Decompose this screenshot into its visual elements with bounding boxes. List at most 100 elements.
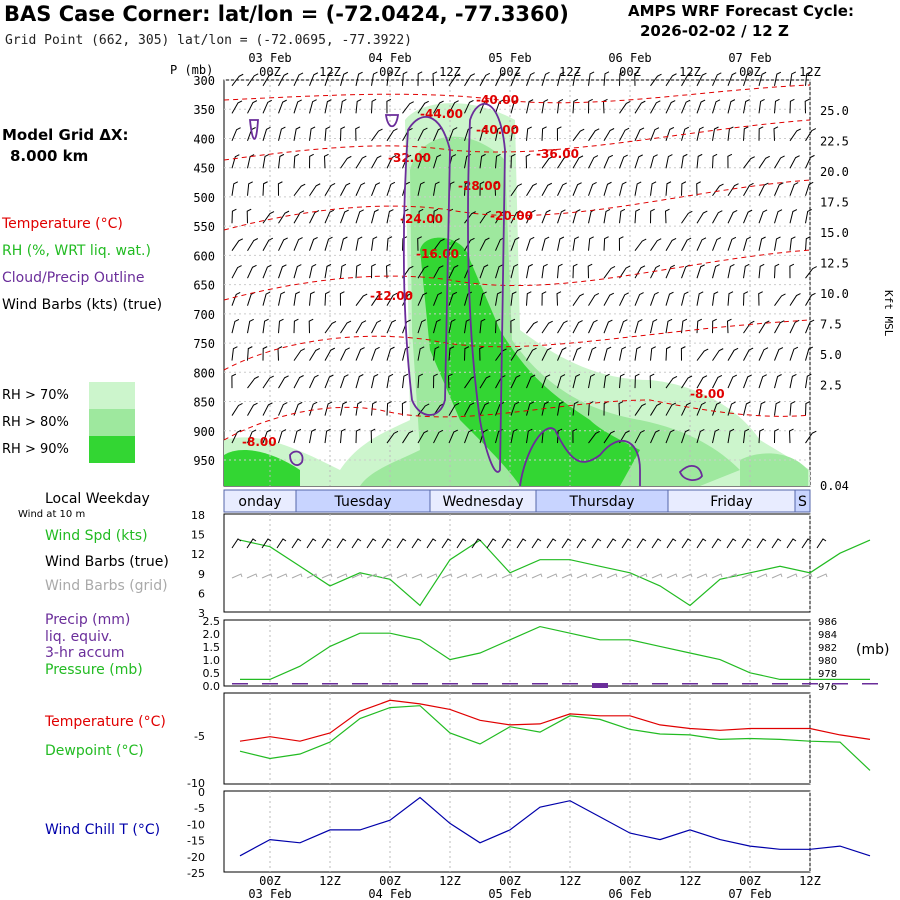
precip-bar [532, 683, 548, 685]
wind-barb [340, 126, 346, 141]
wind-barb-grid [591, 573, 603, 579]
temperature-contour [223, 399, 811, 441]
wind-barb-grid [306, 573, 318, 579]
pressure-tick-label: 950 [193, 454, 215, 468]
wind-barb [433, 292, 443, 306]
wind-barb-grid [651, 573, 663, 579]
wind-barb [665, 291, 674, 306]
wind-barb [355, 155, 367, 169]
wind-barb [278, 99, 287, 114]
temperature-line [239, 699, 871, 742]
wind-barb [324, 347, 336, 361]
temperature-tick-label: -5 [194, 730, 205, 743]
rh-bin-label-80: RH > 80% [2, 415, 69, 430]
wind-barb [293, 153, 300, 169]
wind-barb [572, 373, 581, 389]
wind-barb [588, 155, 599, 169]
wind-barb [572, 293, 585, 306]
wind-barb [665, 402, 677, 416]
wind-barb [355, 126, 360, 141]
wind-height-label: Wind at 10 m [18, 509, 86, 520]
wind-barb [262, 291, 271, 306]
wind-barb-true [801, 538, 812, 549]
wind-barb [309, 236, 318, 251]
wind-barb [541, 209, 551, 224]
wind-barb [618, 401, 624, 416]
wind-barb [588, 373, 595, 389]
wind-barb [805, 346, 814, 361]
wind-barb [572, 346, 582, 361]
pressure-tick-label: 982 [818, 643, 837, 654]
top-hour-tick-label: 00Z [379, 65, 401, 79]
precip-bar [742, 683, 758, 685]
wind-barb [587, 263, 593, 279]
wind-barb [293, 72, 304, 87]
wind-barb [417, 100, 429, 114]
wind-barb [402, 101, 414, 114]
wind-barb [340, 401, 348, 416]
wind-barb-grid [516, 573, 528, 579]
top-hour-tick-label: 00Z [499, 65, 521, 79]
wind-barb [650, 238, 662, 251]
precip-bar [592, 683, 608, 688]
wind-barb [324, 320, 337, 334]
wind-barb [526, 401, 535, 416]
wind-barb [758, 71, 767, 86]
wind-barb [634, 346, 642, 361]
wind-barb [572, 428, 578, 444]
wind-barb-true [486, 538, 497, 549]
wind-barb [355, 236, 363, 251]
wind-barb [696, 291, 704, 306]
wind-barb [340, 209, 349, 224]
wind-barb [758, 401, 766, 416]
wind-barb-grid [261, 573, 273, 579]
wind-barb-grid [696, 573, 708, 579]
wind-barb [805, 292, 816, 306]
wind-barb-true [741, 538, 752, 549]
wind-barb [510, 374, 521, 389]
wind-barb [805, 236, 811, 251]
wind-barb [495, 126, 503, 141]
bottom-hour-tick-label: 00Z [619, 874, 641, 888]
wind-barb [712, 264, 720, 279]
wind-barb-true [816, 538, 827, 549]
wind-barb [262, 237, 274, 251]
rh-swatch-80 [89, 409, 135, 436]
temperature-contour [223, 119, 811, 161]
wind-barb [525, 153, 531, 169]
wind-barb [680, 346, 686, 361]
wind-barb [619, 319, 628, 334]
wind-barb [479, 237, 490, 251]
wind-barb [696, 428, 705, 444]
wind-barb [262, 126, 271, 141]
top-hour-tick-label: 12Z [439, 65, 461, 79]
bottom-date-label: 07 Feb [728, 887, 771, 900]
wind-barb [541, 401, 549, 416]
precip-bar [232, 683, 248, 685]
wind-barb [634, 292, 644, 306]
wind-barb [417, 181, 425, 196]
precip-bar [862, 683, 878, 685]
wind-barb [743, 99, 750, 114]
wind-barb [355, 209, 364, 224]
precip-bar [502, 683, 518, 685]
wind-barb [727, 153, 733, 169]
wind-barb [805, 401, 811, 416]
wind-barb [774, 236, 781, 251]
wind-barb [727, 264, 735, 279]
wind-barb [510, 291, 517, 306]
pressure-tick-label: 986 [818, 617, 837, 628]
wind-barb [743, 374, 752, 389]
wind-barb [572, 236, 580, 251]
bottom-date-label: 04 Feb [368, 887, 411, 900]
wind-chill-tick-label: -15 [187, 835, 205, 848]
precip-bar [772, 683, 788, 685]
wind-barb [370, 428, 376, 444]
wind-barb-true [336, 538, 347, 549]
wind-barb [231, 318, 240, 334]
wind-barb [789, 236, 796, 251]
wind-barb-grid [756, 573, 768, 579]
wind-barb [479, 126, 488, 141]
wind-barb [293, 99, 302, 114]
wind-barb [696, 126, 704, 141]
